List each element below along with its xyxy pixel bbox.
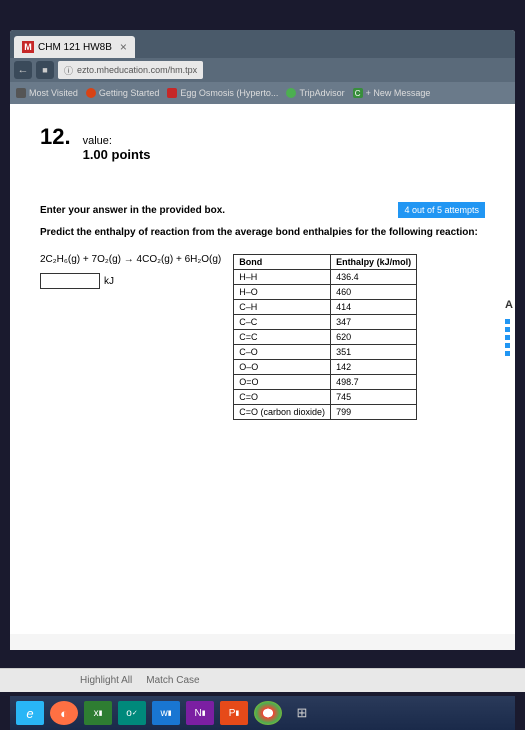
taskbar-onenote-icon[interactable]: N▮ [186,701,214,725]
table-row: H–O460 [234,285,417,300]
bookmarks-bar: Most Visited Getting Started Egg Osmosis… [10,82,515,104]
table-row: O=O498.7 [234,375,417,390]
bookmark-item[interactable]: Egg Osmosis (Hyperto... [167,88,278,98]
taskbar-ie-icon[interactable]: e [16,701,44,725]
url-text: ezto.mheducation.com/hm.tpx [77,65,197,75]
side-indicators [505,319,511,359]
table-row: C–H414 [234,300,417,315]
page-content: 12. value: 1.00 points Enter your answer… [10,104,515,634]
question-prompt: Predict the enthalpy of reaction from th… [40,226,485,240]
table-row: C=O (carbon dioxide)799 [234,405,417,420]
answer-instruction: Enter your answer in the provided box. [40,205,225,216]
tab-title: CHM 121 HW8B [38,42,112,53]
unit-label: kJ [104,276,114,287]
table-row: C–C347 [234,315,417,330]
question-number: 12. [40,124,71,150]
nav-bar: ← ■ ⓘ ezto.mheducation.com/hm.tpx [10,58,515,82]
answer-input[interactable] [40,273,100,289]
table-row: O–O142 [234,360,417,375]
points-value: 1.00 points [83,147,151,162]
close-icon[interactable]: × [120,40,127,54]
table-row: C–O351 [234,345,417,360]
value-label: value: [83,135,151,147]
table-row: C=O745 [234,390,417,405]
table-row: H–H436.4 [234,270,417,285]
table-header: Bond [234,255,331,270]
table-row: C=C620 [234,330,417,345]
chemical-equation: 2C₂H₆(g) + 7O₂(g) → 4CO₂(g) + 6H₂O(g) [40,254,221,265]
url-field[interactable]: ⓘ ezto.mheducation.com/hm.tpx [58,61,203,79]
back-button[interactable]: ← [14,61,32,79]
table-header: Enthalpy (kJ/mol) [331,255,417,270]
bookmark-item[interactable]: C+ New Message [353,88,431,98]
taskbar-word-icon[interactable]: w▮ [152,701,180,725]
question-header: 12. value: 1.00 points [40,124,485,162]
bookmark-item[interactable]: TripAdvisor [286,88,344,98]
tab-bar: M CHM 121 HW8B × [10,30,515,58]
bookmark-item[interactable]: Most Visited [16,88,78,98]
taskbar: e ◐ x▮ o✓ w▮ N▮ P▮ ⊞ [10,696,515,730]
taskbar-excel-icon[interactable]: x▮ [84,701,112,725]
taskbar-app-icon[interactable]: o✓ [118,701,146,725]
taskbar-firefox-icon[interactable]: ◐ [50,701,78,725]
taskbar-windows-icon[interactable]: ⊞ [288,701,316,725]
taskbar-powerpoint-icon[interactable]: P▮ [220,701,248,725]
bookmark-item[interactable]: Getting Started [86,88,160,98]
taskbar-chrome-icon[interactable] [254,701,282,725]
side-label: A [505,299,513,311]
browser-tab[interactable]: M CHM 121 HW8B × [14,36,135,58]
attempts-badge: 4 out of 5 attempts [398,202,485,218]
bookmark-icon[interactable]: ■ [36,61,54,79]
tab-favicon: M [22,41,34,53]
bond-enthalpy-table: BondEnthalpy (kJ/mol) H–H436.4 H–O460 C–… [233,254,417,420]
browser-window: M CHM 121 HW8B × ← ■ ⓘ ezto.mheducation.… [10,30,515,650]
